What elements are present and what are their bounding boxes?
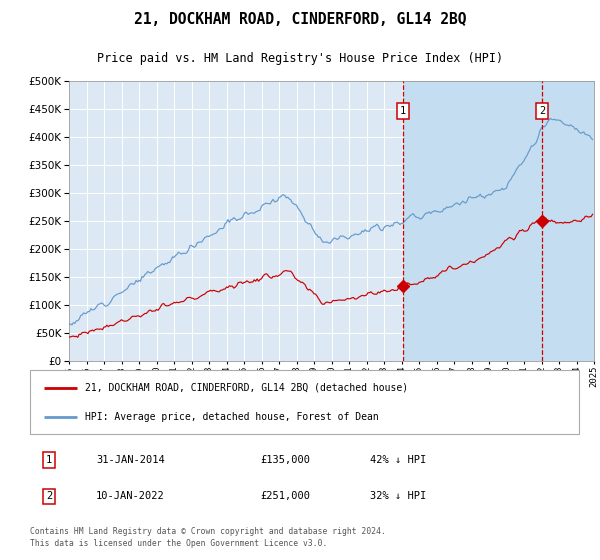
Text: 21, DOCKHAM ROAD, CINDERFORD, GL14 2BQ (detached house): 21, DOCKHAM ROAD, CINDERFORD, GL14 2BQ (… [85, 382, 408, 393]
FancyBboxPatch shape [30, 370, 579, 434]
Text: 1: 1 [400, 106, 406, 115]
Text: £251,000: £251,000 [260, 492, 311, 501]
Text: 10-JAN-2022: 10-JAN-2022 [96, 492, 164, 501]
Bar [403, 81, 594, 361]
Text: £135,000: £135,000 [260, 455, 311, 465]
Text: 42% ↓ HPI: 42% ↓ HPI [370, 455, 427, 465]
Text: Contains HM Land Registry data © Crown copyright and database right 2024.
This d: Contains HM Land Registry data © Crown c… [30, 526, 386, 548]
Text: 2: 2 [46, 492, 52, 501]
Text: 32% ↓ HPI: 32% ↓ HPI [370, 492, 427, 501]
Text: 2: 2 [539, 106, 545, 115]
Text: Price paid vs. HM Land Registry's House Price Index (HPI): Price paid vs. HM Land Registry's House … [97, 52, 503, 66]
Text: 31-JAN-2014: 31-JAN-2014 [96, 455, 164, 465]
Text: 1: 1 [46, 455, 52, 465]
Text: 21, DOCKHAM ROAD, CINDERFORD, GL14 2BQ: 21, DOCKHAM ROAD, CINDERFORD, GL14 2BQ [134, 12, 466, 27]
Text: HPI: Average price, detached house, Forest of Dean: HPI: Average price, detached house, Fore… [85, 412, 379, 422]
